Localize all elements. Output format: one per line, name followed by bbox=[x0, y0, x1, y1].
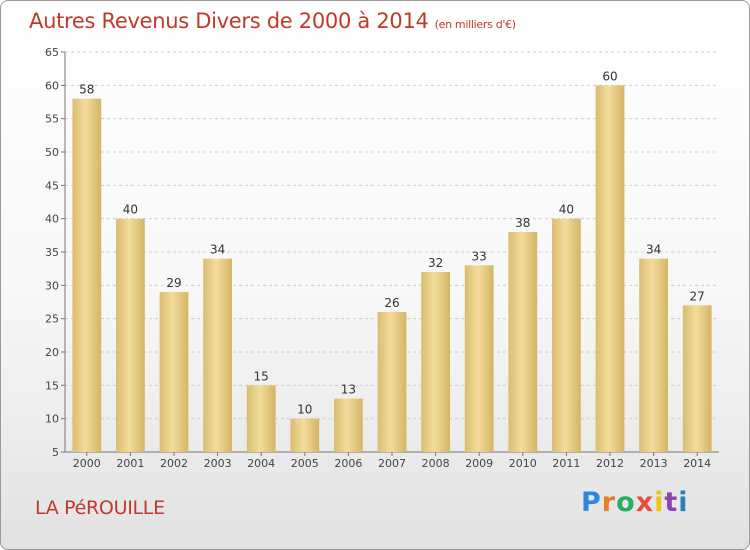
logo-letter: t bbox=[664, 487, 679, 518]
y-tick-label: 35 bbox=[45, 246, 59, 259]
bar-value-label: 33 bbox=[472, 249, 487, 263]
bar-value-label: 15 bbox=[254, 369, 269, 383]
bar-value-label: 13 bbox=[341, 383, 356, 397]
y-tick-label: 30 bbox=[45, 279, 59, 292]
y-tick-label: 40 bbox=[45, 213, 59, 226]
x-tick-label: 2009 bbox=[465, 457, 493, 470]
logo-letter: r bbox=[601, 487, 617, 518]
y-tick-label: 20 bbox=[45, 346, 59, 359]
y-tick-label: 65 bbox=[45, 46, 59, 59]
bar-value-label: 32 bbox=[428, 256, 443, 270]
commune-name: LA PéROUILLE bbox=[35, 497, 165, 519]
bar-value-label: 29 bbox=[166, 276, 181, 290]
chart-title: Autres Revenus Divers de 2000 à 2014 (en … bbox=[29, 9, 516, 33]
bar-value-label: 60 bbox=[602, 69, 617, 83]
y-tick-label: 45 bbox=[45, 179, 59, 192]
x-tick-label: 2007 bbox=[378, 457, 406, 470]
y-tick-label: 10 bbox=[45, 413, 59, 426]
y-tick-label: 55 bbox=[45, 113, 59, 126]
bar-value-label: 34 bbox=[210, 243, 225, 257]
x-tick-label: 2013 bbox=[640, 457, 668, 470]
bar bbox=[116, 218, 145, 452]
bar bbox=[421, 272, 450, 452]
bar-value-label: 27 bbox=[690, 289, 705, 303]
bar bbox=[464, 265, 494, 452]
proxiti-logo: Proxiti bbox=[581, 487, 689, 518]
y-tick-label: 60 bbox=[45, 79, 59, 92]
x-tick-label: 2003 bbox=[204, 457, 232, 470]
chart-title-text: Autres Revenus Divers de 2000 à 2014 bbox=[29, 9, 429, 33]
bar-value-label: 38 bbox=[515, 216, 530, 230]
x-tick-label: 2008 bbox=[422, 457, 450, 470]
logo-letter: i bbox=[654, 487, 665, 518]
y-tick-label: 15 bbox=[45, 379, 59, 392]
logo-letter: x bbox=[635, 487, 655, 518]
y-tick-label: 25 bbox=[45, 313, 59, 326]
x-tick-label: 2010 bbox=[509, 457, 537, 470]
y-tick-label: 50 bbox=[45, 146, 59, 159]
bar bbox=[72, 98, 102, 453]
bar-value-label: 34 bbox=[646, 243, 661, 257]
bar-value-label: 40 bbox=[123, 203, 138, 217]
x-tick-label: 2005 bbox=[291, 457, 319, 470]
bar bbox=[595, 85, 625, 452]
x-tick-label: 2002 bbox=[160, 457, 188, 470]
x-tick-label: 2014 bbox=[683, 457, 711, 470]
bar bbox=[203, 258, 232, 452]
bar-value-label: 26 bbox=[384, 296, 399, 310]
bar bbox=[639, 258, 668, 452]
x-tick-label: 2011 bbox=[552, 457, 580, 470]
x-tick-label: 2004 bbox=[247, 457, 275, 470]
logo-letter: i bbox=[678, 487, 689, 518]
bar-value-label: 40 bbox=[559, 203, 574, 217]
bar bbox=[552, 218, 581, 452]
bar bbox=[246, 385, 276, 452]
logo-letter: P bbox=[581, 487, 602, 518]
bar-value-label: 10 bbox=[297, 403, 312, 417]
x-axis-labels: 2000 2001 2002 2003 2004 2005 2006 2007 2008 2009… bbox=[73, 452, 711, 470]
bar-value-label: 58 bbox=[79, 83, 94, 97]
bar bbox=[159, 292, 189, 452]
bar bbox=[508, 232, 538, 452]
logo-letter: o bbox=[616, 487, 636, 518]
x-tick-label: 2001 bbox=[116, 457, 144, 470]
y-tick-label: 5 bbox=[52, 446, 59, 459]
x-tick-label: 2000 bbox=[73, 457, 101, 470]
x-tick-label: 2006 bbox=[334, 457, 362, 470]
chart-unit: (en milliers d'€) bbox=[434, 18, 516, 31]
bar bbox=[334, 398, 363, 452]
x-tick-label: 2012 bbox=[596, 457, 624, 470]
bar bbox=[682, 305, 712, 452]
bars: 58 40 29 34 15 10 13 26 32 33 38 40 60 34 27 bbox=[72, 69, 712, 453]
bar bbox=[377, 312, 407, 452]
bar bbox=[290, 418, 320, 452]
